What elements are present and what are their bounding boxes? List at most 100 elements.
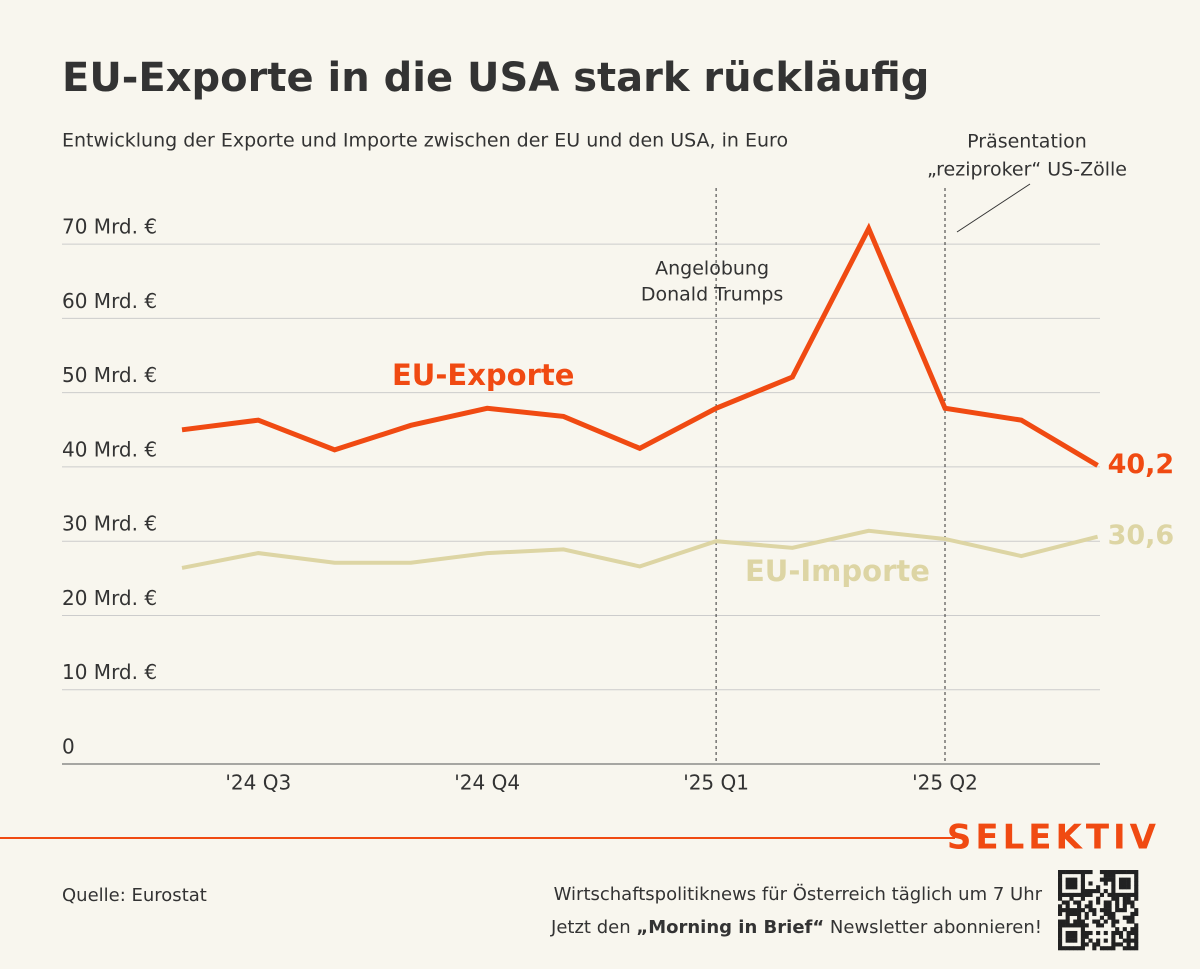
qr-module (1115, 930, 1120, 936)
y-tick-label: 40 Mrd. € (62, 437, 157, 461)
qr-module (1115, 900, 1120, 905)
qr-module (1073, 934, 1078, 939)
qr-module (1130, 927, 1135, 932)
qr-module (1107, 908, 1112, 913)
qr-module (1058, 911, 1063, 917)
qr-module (1077, 911, 1082, 917)
qr-module (1126, 881, 1131, 886)
qr-module (1122, 885, 1127, 890)
qr-module (1115, 927, 1120, 932)
qr-module (1058, 923, 1063, 928)
qr-module (1080, 946, 1085, 951)
qr-module (1096, 919, 1101, 924)
qr-module (1084, 930, 1089, 936)
qr-module (1111, 923, 1116, 928)
footer-text: „Morning in Brief“ (636, 917, 824, 938)
qr-module (1065, 923, 1070, 928)
qr-module (1077, 923, 1082, 928)
qr-module (1122, 915, 1127, 920)
qr-module (1058, 873, 1063, 878)
qr-module (1069, 870, 1074, 875)
qr-module (1058, 889, 1063, 894)
qr-module (1058, 881, 1063, 886)
series-label: EU-Exporte (392, 358, 574, 392)
x-tick-label: '24 Q3 (225, 771, 291, 795)
qr-module (1118, 934, 1124, 939)
qr-module (1088, 900, 1093, 905)
qr-module (1073, 908, 1078, 913)
qr-module (1058, 892, 1063, 897)
qr-module (1122, 938, 1127, 943)
y-tick-label: 50 Mrd. € (62, 363, 157, 387)
qr-module (1084, 892, 1089, 897)
series-line (181, 222, 1099, 468)
qr-module (1107, 870, 1112, 875)
qr-module (1065, 934, 1070, 939)
qr-module (1107, 892, 1112, 897)
qr-module (1103, 881, 1108, 886)
qr-module (1084, 870, 1089, 875)
qr-module (1130, 892, 1135, 897)
qr-module (1073, 870, 1078, 875)
qr-module (1065, 915, 1070, 920)
value-label: 30,6 (1108, 520, 1175, 551)
qr-module (1065, 946, 1070, 951)
qr-module (1111, 930, 1116, 936)
qr-module (1096, 938, 1101, 943)
qr-module (1126, 938, 1131, 943)
qr-module (1126, 900, 1131, 905)
qr-module (1084, 942, 1089, 947)
qr-module (1107, 915, 1112, 920)
qr-module (1122, 927, 1127, 932)
qr-module (1073, 885, 1078, 890)
annotation: Angelobung (655, 258, 769, 280)
qr-module (1084, 911, 1089, 917)
qr-module (1111, 873, 1116, 878)
qr-module (1103, 946, 1108, 951)
qr-module (1084, 904, 1089, 909)
qr-module (1065, 877, 1070, 882)
qr-module (1061, 900, 1066, 905)
qr-module (1088, 870, 1093, 875)
qr-module (1058, 896, 1063, 901)
y-tick-label: 70 Mrd. € (62, 215, 157, 239)
qr-module (1134, 870, 1139, 875)
qr-module (1115, 904, 1120, 909)
qr-module (1080, 938, 1085, 943)
qr-module (1115, 919, 1120, 924)
qr-module (1073, 946, 1078, 951)
qr-module (1065, 881, 1070, 886)
qr-module (1118, 908, 1124, 913)
qr-module (1096, 885, 1101, 890)
qr-module (1099, 915, 1105, 920)
qr-module (1096, 942, 1101, 947)
qr-module (1118, 930, 1124, 936)
qr-module (1058, 930, 1063, 936)
qr-module (1073, 919, 1078, 924)
qr-module (1111, 881, 1116, 886)
qr-module (1088, 908, 1093, 913)
qr-module (1073, 892, 1078, 897)
qr-module (1069, 911, 1074, 917)
qr-module (1069, 908, 1074, 913)
qr-module (1103, 938, 1108, 943)
qr-module (1065, 930, 1070, 936)
series-line (181, 528, 1099, 570)
qr-module (1111, 892, 1116, 897)
qr-module (1126, 930, 1131, 936)
qr-module (1092, 919, 1097, 924)
qr-module (1126, 919, 1131, 924)
qr-module (1107, 877, 1112, 882)
qr-module (1061, 919, 1066, 924)
qr-module (1084, 915, 1089, 920)
qr-module (1122, 900, 1127, 905)
qr-module (1096, 930, 1101, 936)
qr-module (1130, 870, 1135, 875)
qr-module (1065, 908, 1070, 913)
qr-module (1073, 911, 1078, 917)
qr-module (1061, 870, 1066, 875)
qr-module (1077, 946, 1082, 951)
qr-module (1134, 927, 1139, 932)
qr-module (1134, 889, 1139, 894)
